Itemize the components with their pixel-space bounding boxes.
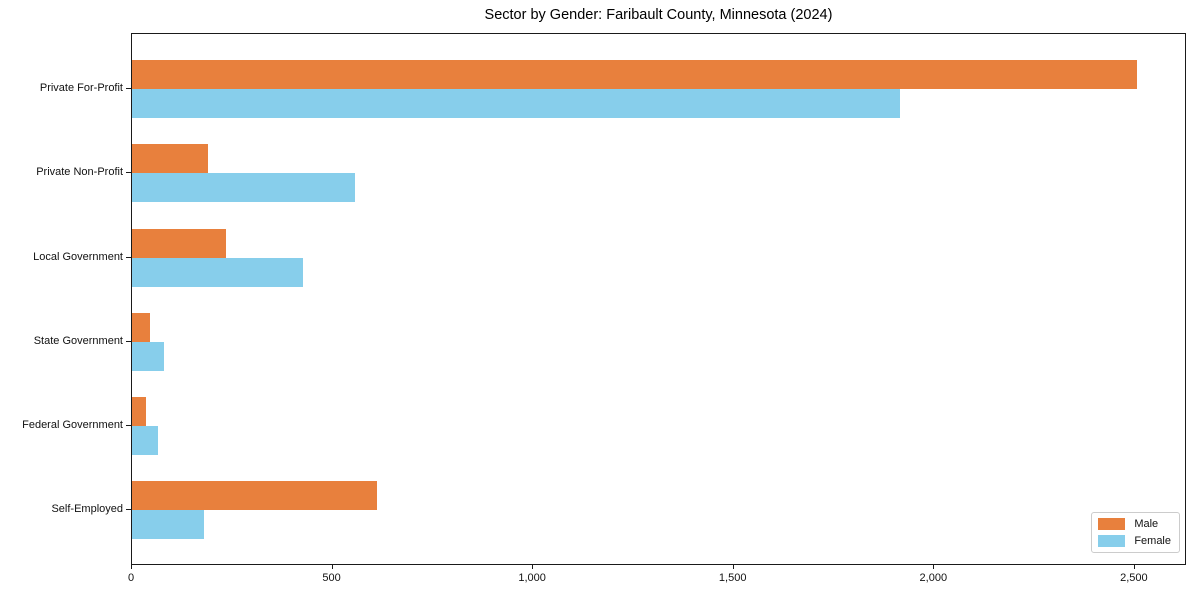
male-swatch-icon (1098, 518, 1126, 530)
y-tick-label-private-for-profit: Private For-Profit (39, 82, 123, 94)
legend-item-male: Male (1098, 518, 1171, 530)
bar-local-government-female (132, 257, 303, 287)
x-tick-label-1000: 1,000 (518, 572, 546, 584)
x-tick-mark-0 (131, 565, 132, 569)
y-tick-label-federal-government: Federal Government (22, 419, 123, 431)
y-tick-mark-private-non-profit (126, 172, 131, 174)
chart-title: Sector by Gender: Faribault County, Minn… (484, 7, 833, 23)
bar-private-for-profit-female (132, 89, 901, 118)
x-tick-mark-1500 (732, 565, 734, 569)
bar-state-government-female (132, 341, 165, 371)
bar-self-employed-female (132, 510, 205, 540)
legend: Male Female (1091, 512, 1180, 553)
x-tick-mark-500 (331, 565, 333, 569)
x-tick-label-0: 0 (127, 572, 135, 584)
x-tick-mark-1000 (532, 565, 534, 569)
bar-federal-government-male (132, 397, 146, 426)
y-tick-mark-private-for-profit (126, 88, 131, 89)
y-tick-label-private-non-profit: Private Non-Profit (36, 166, 123, 179)
bar-private-non-profit-male (132, 144, 209, 174)
legend-item-female: Female (1098, 535, 1171, 547)
y-tick-mark-state-government (126, 340, 131, 342)
x-tick-label-2500: 2,500 (1120, 572, 1148, 584)
y-tick-mark-federal-government (126, 425, 131, 426)
y-tick-label-state-government: State Government (33, 334, 123, 347)
x-tick-label-1500: 1,500 (718, 572, 747, 584)
bar-local-government-male (132, 228, 227, 258)
bar-private-non-profit-female (132, 173, 355, 203)
y-tick-mark-local-government (126, 256, 131, 258)
female-swatch-icon (1098, 535, 1126, 547)
bar-self-employed-male (132, 481, 377, 511)
bar-private-for-profit-male (132, 60, 1137, 89)
x-tick-label-2000: 2,000 (919, 572, 948, 584)
x-tick-mark-2000 (933, 565, 935, 569)
y-tick-label-self-employed: Self-Employed (51, 503, 123, 516)
y-tick-label-local-government: Local Government (33, 250, 123, 263)
legend-label-male: Male (1134, 518, 1159, 530)
y-tick-mark-self-employed (126, 509, 131, 511)
legend-label-female: Female (1134, 535, 1171, 547)
x-tick-label-500: 500 (322, 572, 341, 584)
plot-area: Male Female (131, 33, 1186, 565)
bar-federal-government-female (132, 426, 159, 455)
x-tick-mark-2500 (1133, 565, 1135, 569)
bar-state-government-male (132, 312, 151, 342)
